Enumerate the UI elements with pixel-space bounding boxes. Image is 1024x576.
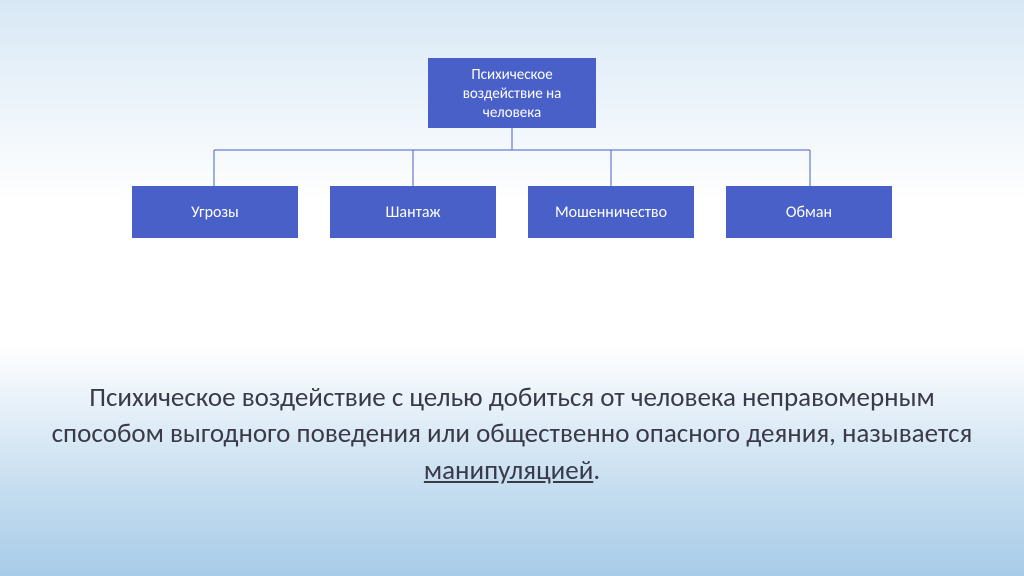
description-text: Психическое воздействие с целью добиться… [40,380,984,489]
root-node: Психическое воздействие на человека [428,58,596,128]
child-label-1: Шантаж [386,203,441,222]
child-node-0: Угрозы [132,186,298,238]
child-label-0: Угрозы [191,203,239,222]
root-label: Психическое воздействие на человека [463,66,562,122]
child-node-3: Обман [726,186,892,238]
description-trailing: . [593,454,600,487]
child-label-3: Обман [786,203,832,222]
child-node-1: Шантаж [330,186,496,238]
description-main: Психическое воздействие с целью добиться… [52,381,973,450]
child-row: Угрозы Шантаж Мошенничество Обман [0,186,1024,238]
child-label-2: Мошенничество [555,203,667,222]
child-node-2: Мошенничество [528,186,694,238]
description-underlined: манипуляцией [424,454,593,487]
